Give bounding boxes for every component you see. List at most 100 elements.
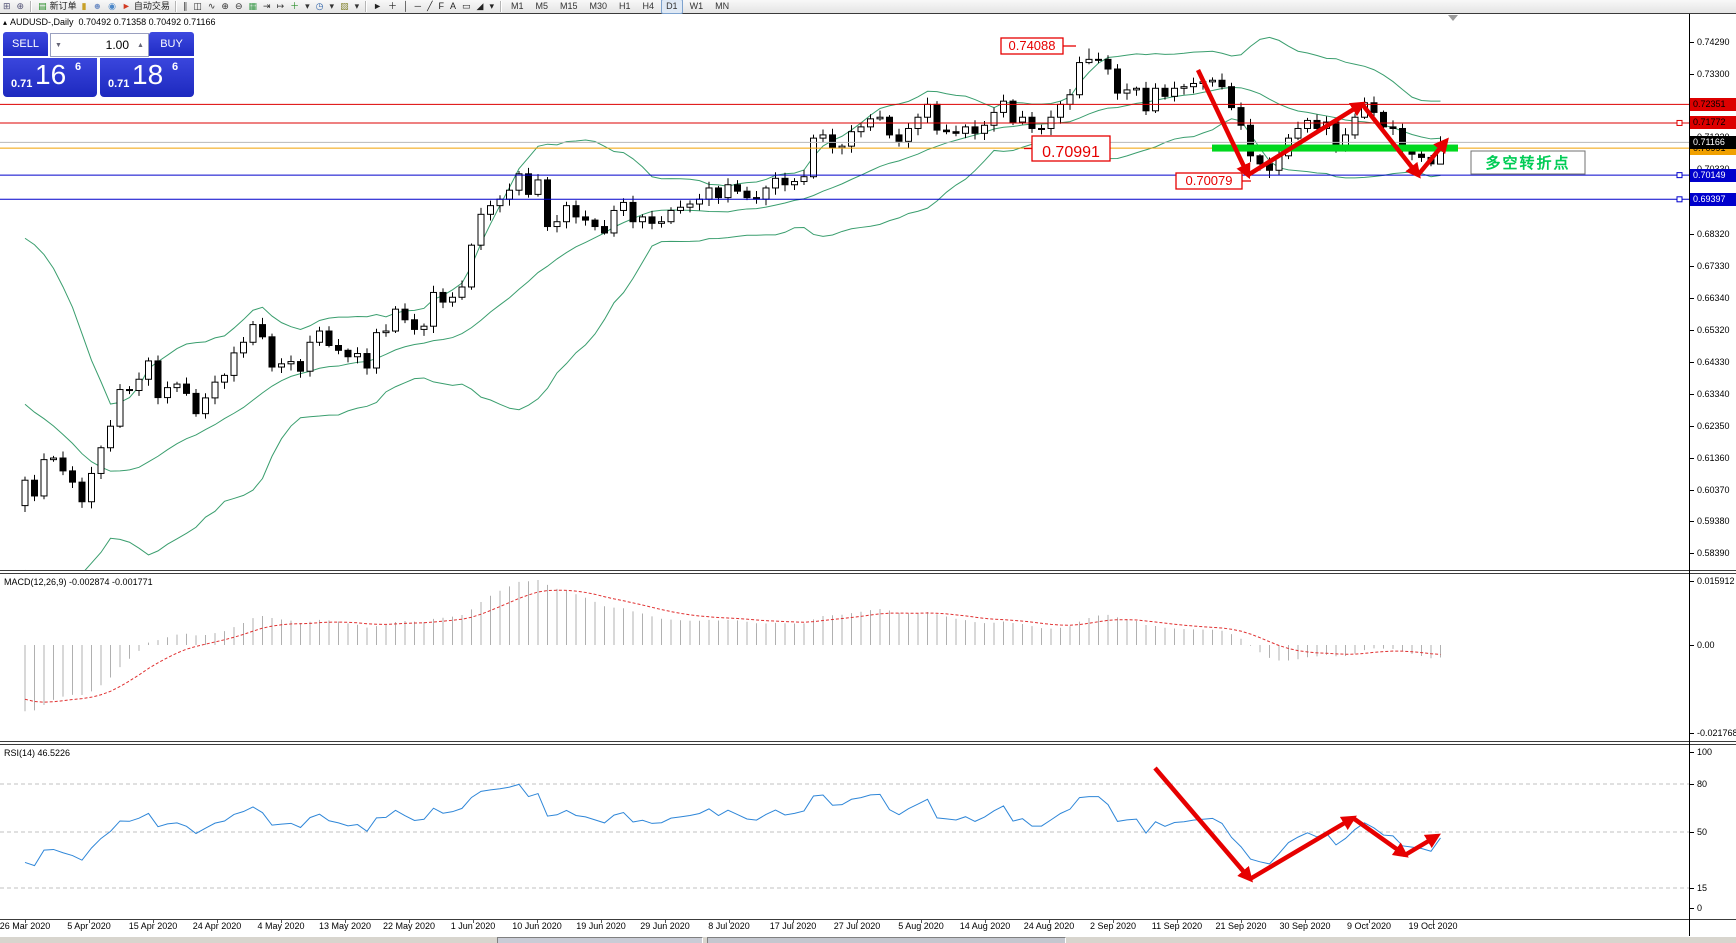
trend-arrow[interactable]: [1246, 101, 1366, 177]
trend-arrow[interactable]: [1360, 102, 1421, 179]
buy-button[interactable]: BUY: [149, 32, 194, 56]
sell-price-button[interactable]: 0.71 16 6: [3, 58, 97, 97]
cursor-icon[interactable]: ►: [373, 1, 383, 11]
crosshair-icon[interactable]: ＋: [388, 1, 398, 11]
level-price-label-0.72351: 0.72351: [1690, 97, 1736, 111]
chart-canvas[interactable]: 0.74088 0.70991 0.70079 多空转折点: [0, 14, 1689, 936]
line-handle[interactable]: [1676, 196, 1683, 203]
price-tick-label: 0.58390: [1697, 548, 1730, 559]
rsi-axis-label: 80: [1697, 779, 1708, 789]
new-order-label[interactable]: 新订单: [49, 1, 77, 11]
indicators-caret[interactable]: ▾: [305, 1, 310, 11]
auto-scroll-icon[interactable]: ⇥: [263, 1, 271, 11]
timeframe-m1-button[interactable]: M1: [510, 1, 524, 11]
line-chart-icon[interactable]: ∿: [207, 1, 216, 11]
timeframe-d1-button[interactable]: D1: [661, 0, 683, 14]
timeframe-h4-button[interactable]: H4: [642, 1, 655, 11]
shapes-caret[interactable]: ▾: [489, 1, 494, 11]
trendline-icon[interactable]: ╱: [427, 1, 433, 11]
indicators-icon[interactable]: ＋: [290, 1, 300, 11]
buy-price-button[interactable]: 0.71 18 6: [100, 58, 194, 97]
timeframe-w1-button[interactable]: W1: [689, 1, 704, 11]
rsi-axis-label: 50: [1697, 827, 1708, 837]
gold-icon[interactable]: ▮: [81, 1, 87, 11]
volume-value[interactable]: 1.00: [105, 38, 129, 52]
pane-separator[interactable]: [0, 744, 1736, 745]
zoom-in-icon[interactable]: ⊕: [221, 1, 229, 11]
date-label: 5 Apr 2020: [67, 921, 111, 931]
shapes-icon[interactable]: ◢: [476, 1, 484, 11]
pane-separator[interactable]: [0, 741, 1736, 742]
rsi-tick-mark: [1690, 908, 1694, 909]
line-handle[interactable]: [1676, 172, 1683, 179]
fibonacci-icon[interactable]: F: [438, 1, 444, 11]
chart-plot-area[interactable]: 0.74088 0.70991 0.70079 多空转折点: [0, 14, 1689, 936]
toolbar-separator: [499, 1, 502, 12]
macd-pane[interactable]: [24, 580, 1441, 712]
timeframe-m15-button[interactable]: M15: [560, 1, 578, 11]
rsi-trend-arrow[interactable]: [1351, 816, 1409, 858]
chart-shift-triangle-icon[interactable]: [1448, 15, 1458, 21]
support-band[interactable]: [1212, 144, 1458, 152]
trend-arrow[interactable]: [1195, 69, 1251, 180]
periods-icon[interactable]: ◷: [315, 1, 324, 11]
symbol-period-label: AUDUSD-,Daily: [10, 17, 74, 27]
templates-caret[interactable]: ▾: [354, 1, 360, 11]
price-tick-mark: [1690, 425, 1694, 427]
rsi-trend-arrow[interactable]: [1403, 833, 1441, 857]
rsi-tick-mark: [1690, 888, 1694, 889]
status-segment: [497, 937, 703, 943]
price-annotation-0.70991[interactable]: 0.70991: [1024, 135, 1111, 162]
price-tick-mark: [1690, 362, 1694, 364]
price-axis-line[interactable]: [1689, 14, 1690, 936]
price-annotation-0.74088[interactable]: 0.74088: [1000, 37, 1076, 55]
sell-button[interactable]: SELL: [3, 32, 48, 56]
sell-price-prefix: 0.71: [11, 78, 33, 90]
timeframe-m5-button[interactable]: M5: [535, 1, 548, 11]
label-icon[interactable]: ▭: [462, 1, 471, 11]
collapse-panel-icon[interactable]: ▴: [3, 18, 8, 27]
horizontal-line-icon[interactable]: ─: [414, 1, 422, 11]
new-window-icon[interactable]: ⊞: [3, 1, 11, 11]
rsi-pane[interactable]: [0, 766, 1689, 889]
macd-tick-mark: [1690, 581, 1694, 582]
community-icon[interactable]: ☻: [92, 1, 103, 11]
price-annotation-0.70079[interactable]: 0.70079: [1175, 172, 1251, 190]
vertical-line-icon[interactable]: │: [403, 1, 409, 11]
timeframe-mn-button[interactable]: MN: [715, 1, 730, 11]
date-tick-mark: [409, 920, 410, 923]
periods-caret[interactable]: ▾: [329, 1, 335, 11]
autotrade-label[interactable]: 自动交易: [133, 1, 170, 11]
line-handle[interactable]: [1676, 119, 1683, 126]
note-annotation[interactable]: 多空转折点: [1470, 150, 1586, 175]
new-order-icon[interactable]: ▤: [38, 1, 47, 11]
pane-separator[interactable]: [0, 570, 1736, 571]
timeframe-m30-button[interactable]: M30: [589, 1, 608, 11]
volume-up-icon[interactable]: ▲: [137, 41, 144, 49]
templates-icon[interactable]: ▨: [340, 1, 349, 11]
market-watch-icon[interactable]: ⊕: [16, 1, 25, 11]
date-tick-mark: [921, 920, 922, 923]
candlestick-icon[interactable]: ◫: [193, 1, 202, 11]
chart-shift-icon[interactable]: ↦: [276, 1, 285, 11]
volume-stepper[interactable]: ▼ 1.00 ▲: [50, 33, 149, 57]
main-pane[interactable]: 0.74088 0.70991 0.70079 多空转折点: [0, 36, 1689, 583]
price-tick-label: 0.63340: [1697, 389, 1730, 400]
bar-chart-icon[interactable]: ∥: [182, 1, 188, 11]
autotrade-icon[interactable]: ►: [121, 1, 131, 11]
volume-down-icon[interactable]: ▼: [55, 41, 62, 49]
tile-windows-icon[interactable]: ▦: [248, 1, 258, 11]
date-label: 24 Apr 2020: [192, 921, 242, 931]
date-tick-mark: [665, 920, 666, 923]
rsi-trend-arrow[interactable]: [1248, 815, 1357, 881]
signal-icon[interactable]: ◉: [108, 1, 116, 11]
trend-arrow[interactable]: [1416, 137, 1449, 177]
rsi-trend-arrow[interactable]: [1153, 766, 1253, 883]
pane-separator[interactable]: [0, 573, 1736, 574]
price-tick-mark: [1690, 457, 1694, 459]
timeframe-h1-button[interactable]: H1: [619, 1, 631, 11]
text-icon[interactable]: A: [449, 1, 456, 11]
date-label: 5 Aug 2020: [898, 921, 944, 931]
date-tick-mark: [89, 920, 90, 923]
zoom-out-icon[interactable]: ⊖: [234, 1, 243, 11]
